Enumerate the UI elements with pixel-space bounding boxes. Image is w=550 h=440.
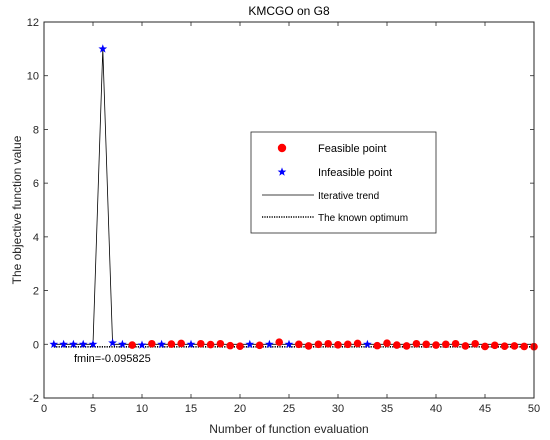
infeasible-point (108, 338, 117, 347)
legend-feasible-label: Feasible point (318, 143, 387, 155)
feasible-point (353, 339, 362, 348)
feasible-point (128, 341, 136, 349)
feasible-point (491, 341, 499, 350)
x-tick-label: 35 (381, 403, 393, 415)
x-ticks: 0 5 10 15 20 25 30 35 40 45 50 (41, 22, 540, 415)
x-tick-label: 0 (41, 403, 47, 415)
infeasible-point (78, 339, 88, 349)
legend: Feasible point Infeasible point Iterativ… (250, 131, 437, 234)
feasible-point (422, 340, 431, 349)
x-tick-label: 20 (234, 403, 246, 415)
feasible-point (520, 342, 528, 351)
x-tick-label: 30 (332, 403, 344, 415)
feasible-point (373, 341, 382, 350)
feasible-point (500, 342, 509, 350)
feasible-point (177, 339, 185, 348)
y-tick-label: 2 (33, 286, 39, 298)
feasible-point (471, 339, 480, 348)
feasible-point (334, 341, 342, 349)
y-tick-label: 12 (27, 17, 39, 29)
feasible-point (206, 340, 215, 349)
y-ticks: -2 0 2 4 6 8 10 12 (27, 17, 534, 405)
feasible-point (383, 339, 391, 348)
legend-optimum-label: The known optimum (318, 213, 408, 224)
feasible-point (402, 342, 411, 350)
x-tick-label: 50 (528, 403, 540, 415)
legend-trend-label: Iterative trend (318, 191, 379, 202)
infeasible-point (118, 339, 127, 349)
infeasible-points (49, 44, 372, 349)
infeasible-point (88, 339, 98, 349)
feasible-point (236, 342, 244, 350)
x-tick-label: 45 (479, 403, 491, 415)
feasible-point (412, 339, 421, 348)
feasible-point (461, 342, 470, 350)
feasible-point (275, 338, 284, 346)
x-tick-label: 5 (90, 403, 96, 415)
feasible-point (197, 339, 205, 348)
infeasible-point (59, 339, 68, 349)
infeasible-point (157, 339, 166, 349)
x-tick-label: 40 (430, 403, 442, 415)
feasible-point (344, 340, 352, 349)
y-tick-label: -2 (29, 393, 39, 405)
legend-feasible-marker (277, 143, 287, 153)
feasible-point (255, 341, 264, 350)
infeasible-point (137, 340, 147, 349)
plot-frame (43, 21, 535, 399)
feasible-point (442, 340, 450, 349)
x-axis-title: Number of function evaluation (209, 422, 368, 436)
feasible-point (432, 341, 440, 349)
feasible-point (304, 342, 313, 350)
y-tick-label: 4 (33, 232, 39, 244)
y-tick-label: 8 (33, 124, 39, 136)
feasible-point (451, 339, 460, 348)
feasible-point (314, 340, 323, 349)
x-tick-label: 10 (136, 403, 148, 415)
feasible-point (393, 341, 401, 349)
infeasible-point (69, 339, 78, 349)
feasible-point (295, 340, 303, 349)
infeasible-point (284, 339, 294, 349)
feasible-point (148, 339, 156, 348)
feasible-point (167, 340, 176, 348)
infeasible-point (49, 339, 59, 349)
y-tick-label: 10 (27, 71, 39, 83)
infeasible-point (363, 339, 372, 349)
legend-infeasible-marker (277, 167, 287, 176)
feasible-point (324, 339, 333, 348)
y-tick-label: 6 (33, 178, 39, 190)
feasible-point (510, 342, 519, 350)
chart-title: KMCGO on G8 (248, 4, 330, 18)
x-tick-label: 15 (185, 403, 197, 415)
infeasible-point (245, 339, 255, 349)
fmin-annotation: fmin=-0.095825 (74, 353, 151, 365)
x-tick-label: 25 (283, 403, 295, 415)
infeasible-point (265, 339, 274, 349)
infeasible-point (98, 44, 108, 53)
infeasible-point (186, 339, 196, 349)
y-axis-title: The objective function value (10, 135, 24, 284)
feasible-point (481, 342, 489, 351)
feasible-point (226, 341, 234, 350)
legend-infeasible-label: Infeasible point (318, 167, 392, 179)
feasible-point (216, 339, 225, 348)
y-tick-label: 0 (33, 339, 39, 351)
